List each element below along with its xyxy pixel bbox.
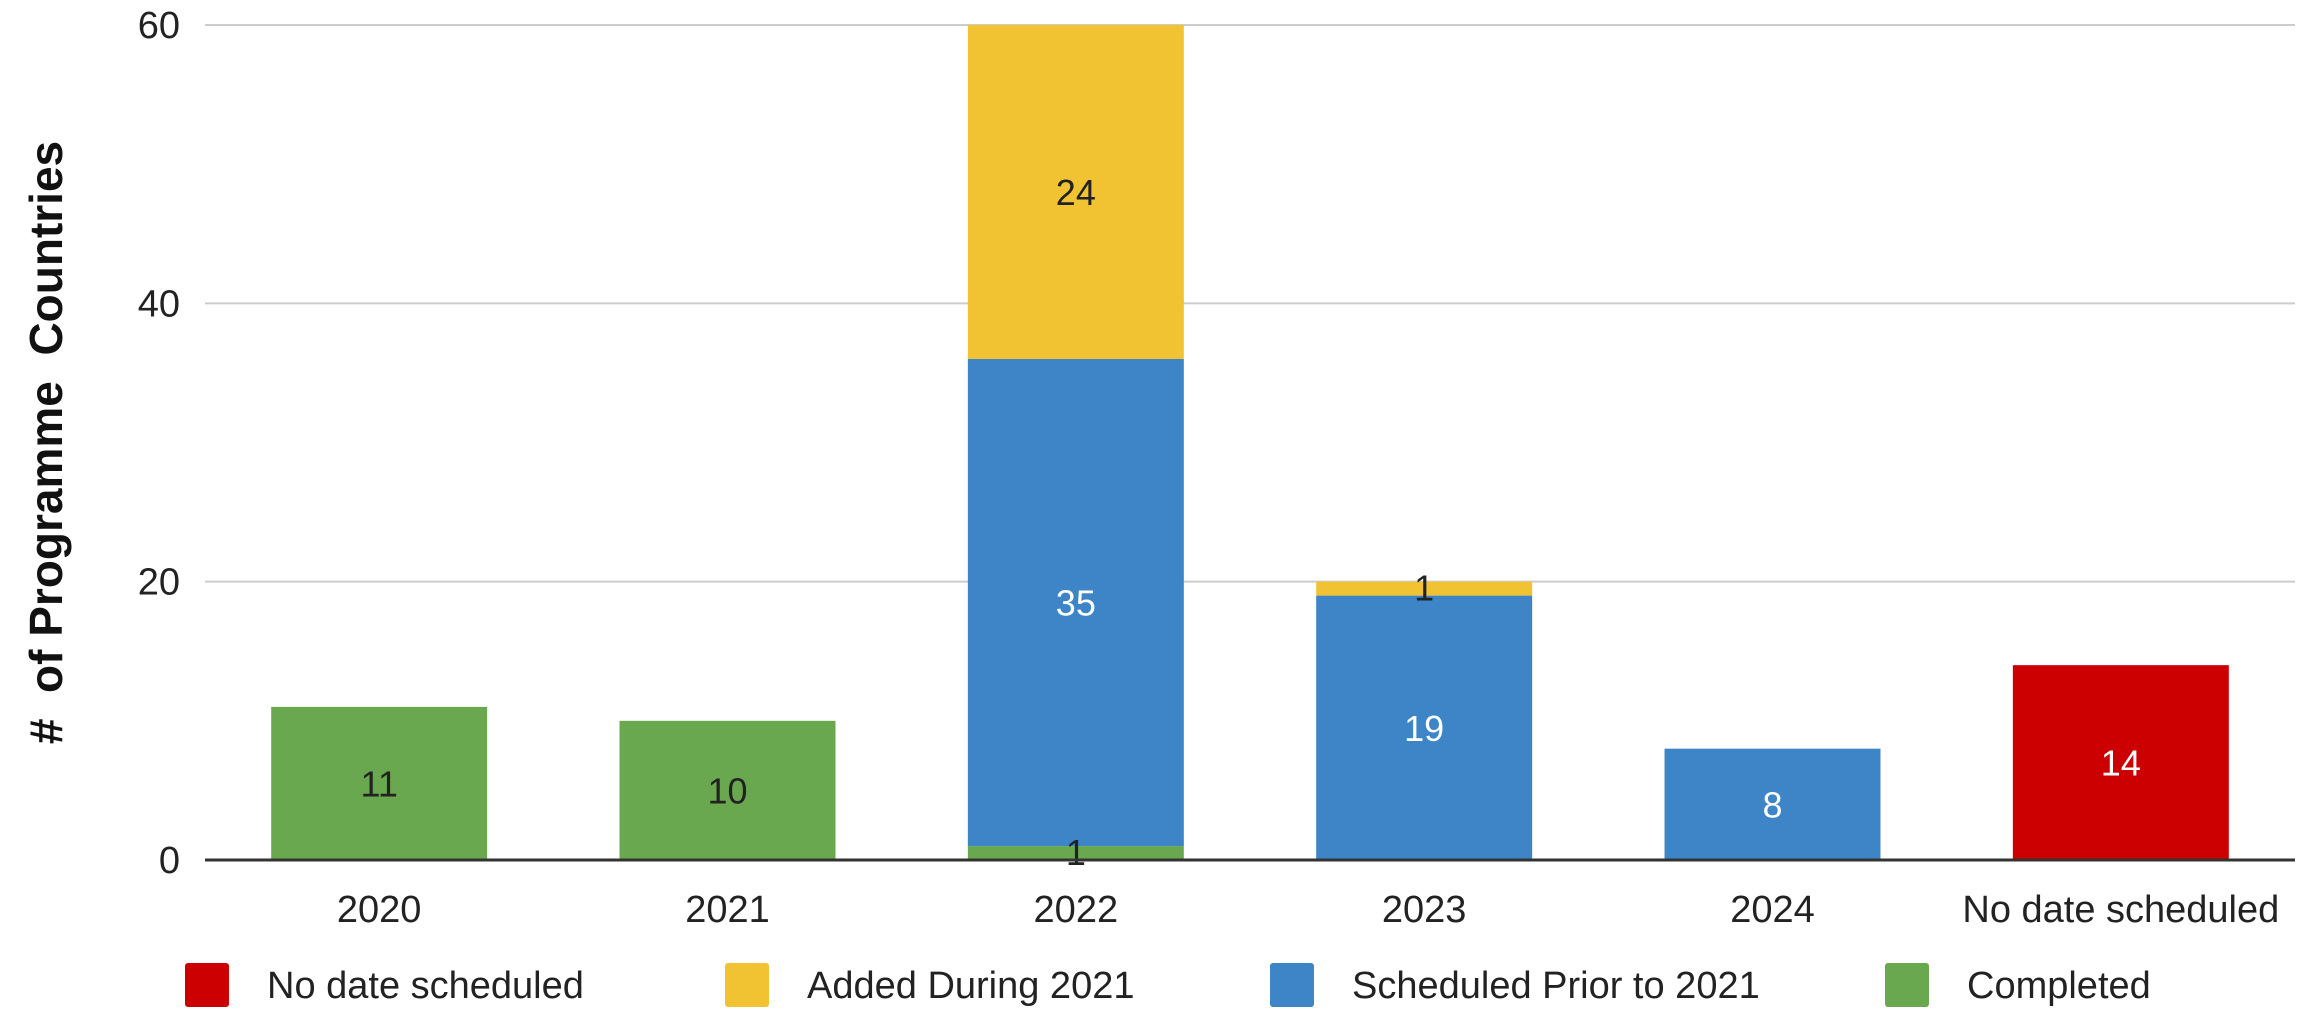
bar-segment bbox=[271, 706, 488, 860]
data-label: 10 bbox=[707, 770, 747, 811]
bar-segment bbox=[1316, 595, 1533, 860]
x-axis-tick-labels: 2020 2021 2022 2023 2024 No date scheduled bbox=[337, 889, 2279, 931]
data-label: 14 bbox=[2101, 743, 2141, 784]
x-tick-label: 2024 bbox=[1730, 889, 1815, 931]
data-label: 1 bbox=[1066, 832, 1086, 873]
bar-segment bbox=[967, 846, 1184, 860]
data-label: 24 bbox=[1056, 172, 1096, 213]
legend-swatch bbox=[725, 963, 769, 1007]
legend-swatch bbox=[1885, 963, 1929, 1007]
y-tick-label: 60 bbox=[138, 5, 180, 47]
x-tick-label: No date scheduled bbox=[1962, 889, 2279, 931]
legend-label: Scheduled Prior to 2021 bbox=[1352, 965, 1760, 1007]
data-label: 1 bbox=[1414, 568, 1434, 609]
data-label: 8 bbox=[1762, 784, 1782, 825]
y-axis-label: # of Programme Countries bbox=[20, 141, 72, 744]
data-label: 19 bbox=[1404, 708, 1444, 749]
y-tick-label: 40 bbox=[138, 283, 180, 325]
bar-segment bbox=[2012, 665, 2229, 860]
bars bbox=[271, 25, 2229, 860]
x-tick-label: 2020 bbox=[337, 889, 422, 931]
bar-segment bbox=[967, 359, 1184, 847]
bar-segment bbox=[967, 25, 1184, 359]
legend-label: Added During 2021 bbox=[807, 965, 1134, 1007]
legend: No date scheduled Added During 2021 Schedu… bbox=[185, 963, 2151, 1007]
x-tick-label: 2022 bbox=[1034, 889, 1119, 931]
x-tick-label: 2023 bbox=[1382, 889, 1467, 931]
legend-swatch bbox=[185, 963, 229, 1007]
y-tick-label: 20 bbox=[138, 562, 180, 604]
legend-label: Completed bbox=[1967, 965, 2151, 1007]
legend-label: No date scheduled bbox=[267, 965, 584, 1007]
gridlines bbox=[205, 24, 2295, 583]
data-labels: 11 10 1 35 24 19 1 8 14 bbox=[360, 172, 2140, 873]
x-tick-label: 2021 bbox=[685, 889, 770, 931]
data-label: 35 bbox=[1056, 583, 1096, 624]
bar-segment bbox=[619, 720, 836, 860]
bar-segment bbox=[1316, 581, 1533, 596]
legend-swatch bbox=[1270, 963, 1314, 1007]
y-tick-label: 0 bbox=[159, 840, 180, 882]
bar-segment bbox=[1664, 748, 1881, 860]
y-axis-tick-labels: 0 20 40 60 bbox=[138, 5, 180, 882]
data-label: 11 bbox=[360, 763, 397, 804]
